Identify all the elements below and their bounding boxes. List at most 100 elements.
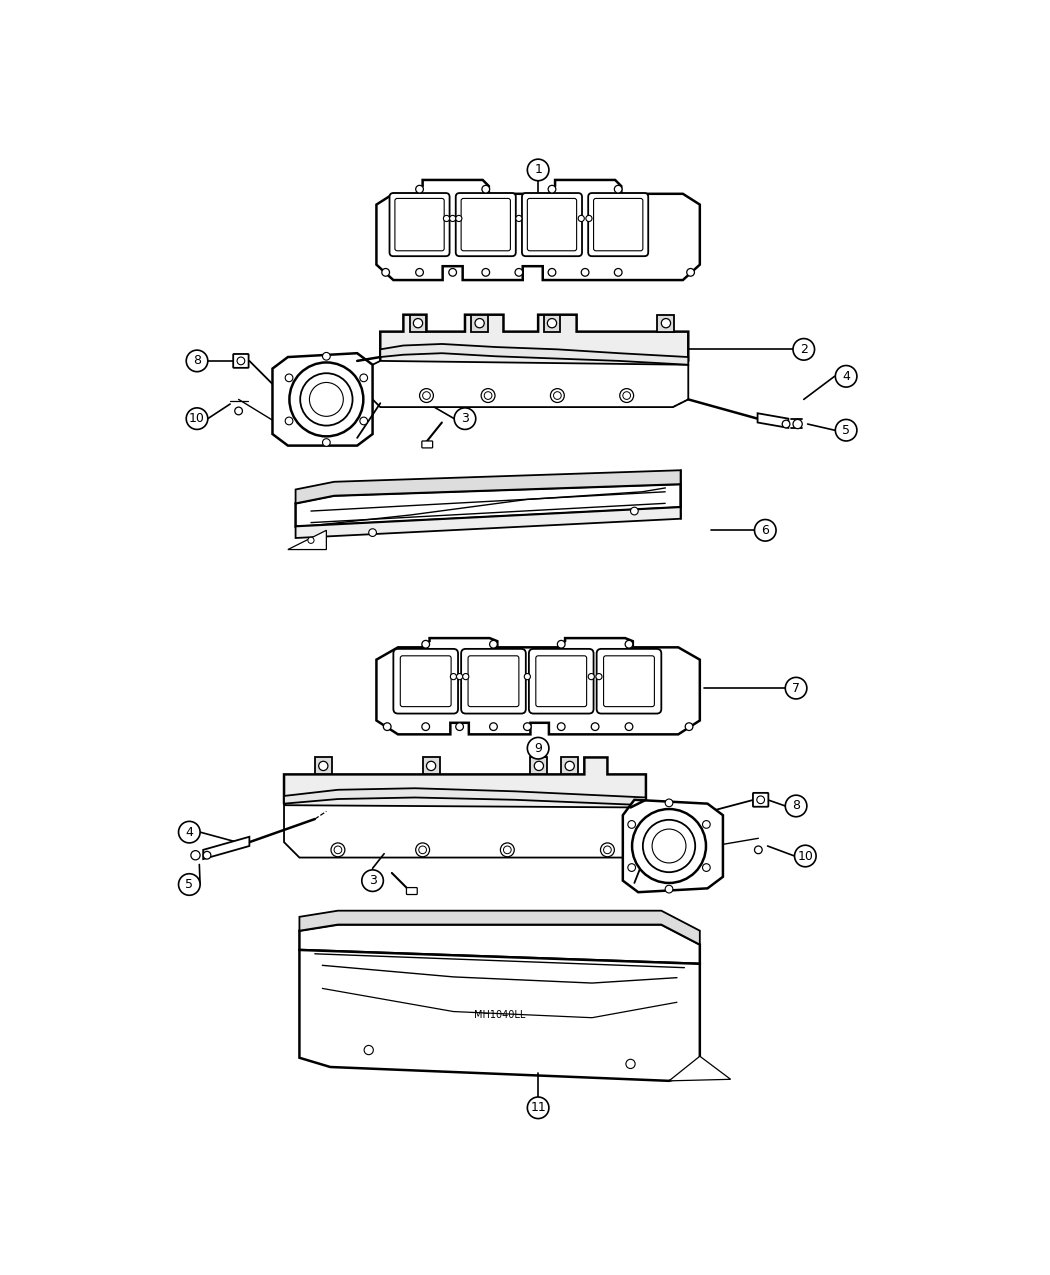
Text: 6: 6 <box>761 524 770 537</box>
Circle shape <box>290 362 363 436</box>
Circle shape <box>579 215 584 222</box>
FancyBboxPatch shape <box>394 649 458 714</box>
Text: 1: 1 <box>534 163 542 176</box>
Circle shape <box>369 529 377 537</box>
Text: 3: 3 <box>369 875 377 887</box>
Circle shape <box>782 421 790 428</box>
Circle shape <box>630 507 638 515</box>
Circle shape <box>235 407 243 414</box>
FancyBboxPatch shape <box>468 655 519 706</box>
Circle shape <box>757 796 764 803</box>
Text: 4: 4 <box>186 826 193 839</box>
FancyBboxPatch shape <box>536 655 587 706</box>
Circle shape <box>625 723 633 731</box>
Circle shape <box>449 215 456 222</box>
Polygon shape <box>296 484 680 527</box>
Circle shape <box>322 352 330 360</box>
Circle shape <box>785 796 806 817</box>
Text: 4: 4 <box>842 370 850 382</box>
FancyBboxPatch shape <box>657 315 674 332</box>
Circle shape <box>237 357 245 365</box>
Polygon shape <box>669 1056 731 1081</box>
Circle shape <box>516 215 522 222</box>
Circle shape <box>595 673 602 680</box>
Polygon shape <box>204 836 250 859</box>
Circle shape <box>836 366 857 388</box>
Circle shape <box>364 1046 374 1054</box>
Polygon shape <box>296 470 680 504</box>
FancyBboxPatch shape <box>471 315 488 332</box>
Circle shape <box>666 885 673 892</box>
Circle shape <box>550 389 564 403</box>
Circle shape <box>588 673 594 680</box>
FancyBboxPatch shape <box>561 757 579 774</box>
Circle shape <box>548 185 555 193</box>
Circle shape <box>628 821 635 829</box>
Text: 3: 3 <box>461 412 469 425</box>
FancyBboxPatch shape <box>604 655 654 706</box>
Circle shape <box>785 677 806 699</box>
FancyBboxPatch shape <box>456 193 516 256</box>
Text: 8: 8 <box>792 799 800 812</box>
Circle shape <box>558 723 565 731</box>
Circle shape <box>662 319 671 328</box>
Circle shape <box>591 723 598 731</box>
Circle shape <box>514 269 523 277</box>
FancyBboxPatch shape <box>753 793 769 807</box>
Circle shape <box>308 537 314 543</box>
FancyBboxPatch shape <box>422 757 440 774</box>
Circle shape <box>450 673 457 680</box>
Circle shape <box>489 723 498 731</box>
Text: 10: 10 <box>797 849 814 862</box>
Circle shape <box>456 723 463 731</box>
Polygon shape <box>299 950 700 1081</box>
Circle shape <box>360 417 368 425</box>
Polygon shape <box>299 924 700 964</box>
Circle shape <box>666 799 673 807</box>
Circle shape <box>448 269 457 277</box>
Circle shape <box>501 843 514 857</box>
Circle shape <box>482 269 489 277</box>
Circle shape <box>322 439 330 446</box>
Circle shape <box>414 319 422 328</box>
Text: 5: 5 <box>185 878 193 891</box>
Circle shape <box>628 863 635 871</box>
Circle shape <box>456 215 462 222</box>
Circle shape <box>286 417 293 425</box>
FancyBboxPatch shape <box>400 655 452 706</box>
Circle shape <box>586 215 592 222</box>
Text: 7: 7 <box>792 682 800 695</box>
Circle shape <box>527 737 549 759</box>
Circle shape <box>475 319 484 328</box>
Circle shape <box>204 852 211 859</box>
Polygon shape <box>273 353 373 445</box>
Circle shape <box>553 391 561 399</box>
FancyBboxPatch shape <box>461 199 510 251</box>
Circle shape <box>178 873 201 895</box>
Circle shape <box>383 723 391 731</box>
Polygon shape <box>365 361 689 407</box>
FancyBboxPatch shape <box>544 315 561 332</box>
Polygon shape <box>380 315 689 384</box>
Text: 5: 5 <box>842 423 850 437</box>
Circle shape <box>755 519 776 541</box>
Circle shape <box>422 391 430 399</box>
Circle shape <box>416 269 423 277</box>
FancyBboxPatch shape <box>315 757 332 774</box>
Circle shape <box>625 640 633 648</box>
Circle shape <box>620 389 633 403</box>
Circle shape <box>755 847 762 854</box>
Circle shape <box>614 269 622 277</box>
Circle shape <box>419 847 426 854</box>
Circle shape <box>565 761 574 770</box>
FancyBboxPatch shape <box>527 199 576 251</box>
Text: MH1040LL: MH1040LL <box>474 1010 525 1020</box>
Circle shape <box>360 374 368 381</box>
Circle shape <box>310 382 343 417</box>
Text: 9: 9 <box>534 742 542 755</box>
Circle shape <box>548 269 555 277</box>
Circle shape <box>416 185 423 193</box>
FancyBboxPatch shape <box>588 193 648 256</box>
Circle shape <box>191 850 201 859</box>
Circle shape <box>286 374 293 381</box>
